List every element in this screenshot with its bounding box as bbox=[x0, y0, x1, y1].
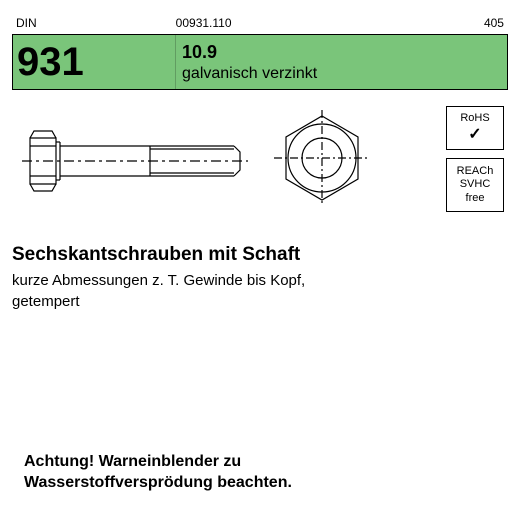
reach-line1: REACh bbox=[457, 165, 494, 178]
header-part-number: 00931.110 bbox=[176, 16, 345, 30]
din-number-cell: 931 bbox=[13, 35, 176, 89]
finish-label: galvanisch verzinkt bbox=[182, 65, 507, 83]
din-number: 931 bbox=[17, 40, 84, 85]
spec-band: 931 10.9 galvanisch verzinkt bbox=[12, 34, 508, 90]
reach-line3: free bbox=[466, 192, 485, 205]
drawing-area: RoHS ✓ REACh SVHC free bbox=[12, 96, 508, 236]
subtitle-line1: kurze Abmessungen z. T. Gewinde bis Kopf… bbox=[12, 272, 305, 289]
warning-line2: Wasserstoffversprödung beachten. bbox=[24, 474, 292, 491]
subtitle-line2: getempert bbox=[12, 293, 80, 310]
rohs-badge: RoHS ✓ bbox=[446, 106, 504, 150]
warning-text: Achtung! Warneinblender zu Wasserstoffve… bbox=[24, 451, 292, 494]
spec-cell: 10.9 galvanisch verzinkt bbox=[176, 35, 507, 89]
header-code: 405 bbox=[344, 16, 508, 30]
rohs-label: RoHS bbox=[460, 112, 489, 125]
header-din-label: DIN bbox=[12, 16, 176, 30]
strength-class: 10.9 bbox=[182, 42, 507, 63]
product-subtitle: kurze Abmessungen z. T. Gewinde bis Kopf… bbox=[12, 270, 508, 312]
reach-badge: REACh SVHC free bbox=[446, 158, 504, 212]
hex-head-front-icon bbox=[272, 108, 372, 208]
bolt-side-view-icon bbox=[22, 116, 252, 206]
header-row: DIN 00931.110 405 bbox=[12, 12, 508, 34]
check-icon: ✓ bbox=[468, 125, 481, 144]
product-title: Sechskantschrauben mit Schaft bbox=[12, 244, 508, 266]
warning-line1: Achtung! Warneinblender zu bbox=[24, 453, 241, 470]
reach-line2: SVHC bbox=[460, 178, 491, 191]
